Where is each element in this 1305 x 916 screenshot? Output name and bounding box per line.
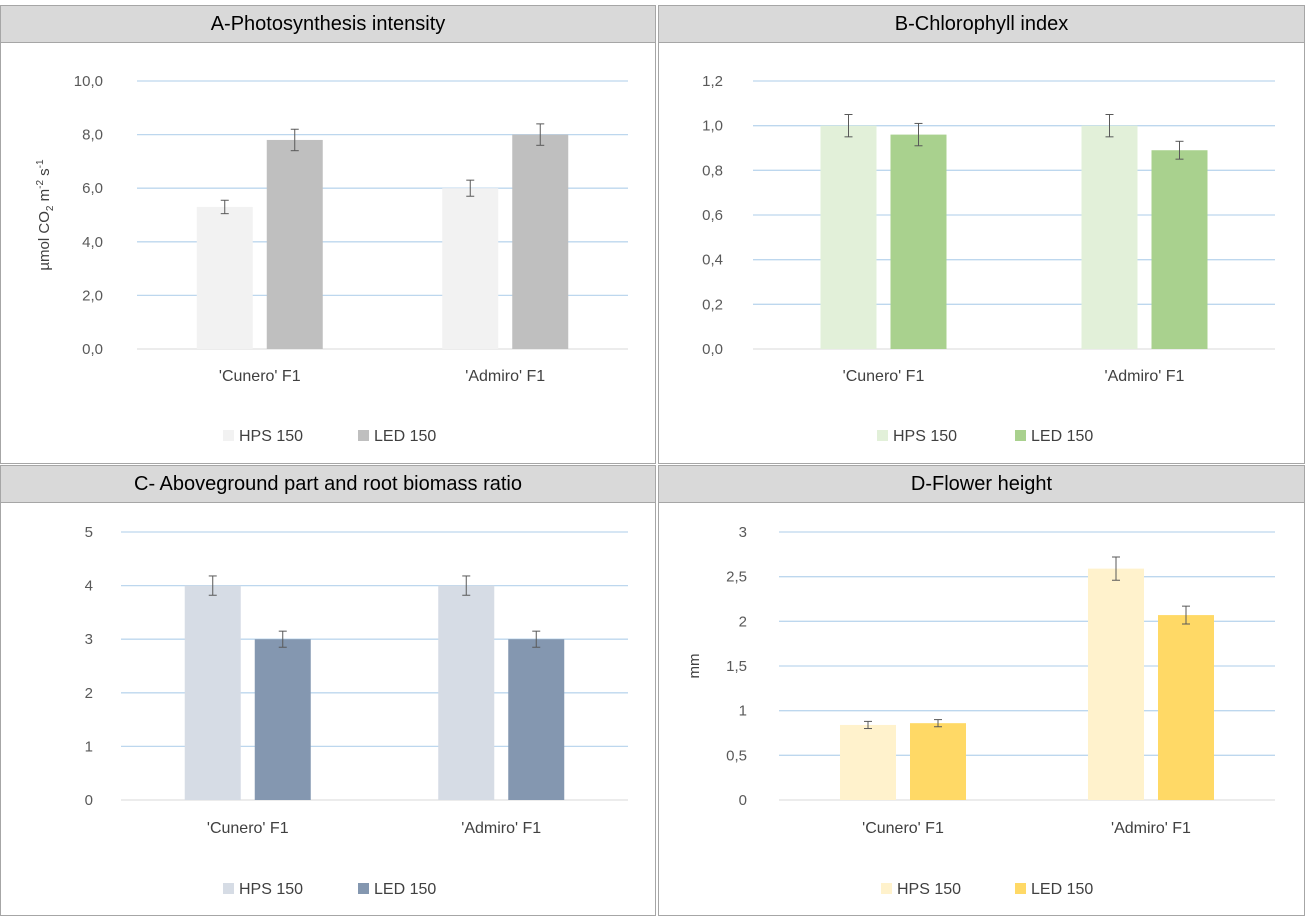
- bar: [1088, 568, 1144, 800]
- category-label: 'Cunero' F1: [219, 368, 301, 385]
- bar: [196, 206, 253, 349]
- bar: [840, 724, 896, 800]
- y-tick-label: 10,0: [74, 73, 103, 90]
- legend-swatch: [877, 430, 888, 441]
- y-tick-label: 3: [739, 524, 747, 541]
- chart-panel-photosynthesis: A-Photosynthesis intensity 0,0 2,0 4,0 6,0 8…: [0, 5, 656, 464]
- y-tick-label: 0,5: [726, 747, 747, 764]
- chart-title: A-Photosynthesis intensity: [1, 6, 655, 43]
- legend-swatch: [358, 430, 369, 441]
- y-axis-label-part: m: [36, 189, 53, 206]
- bar: [438, 585, 495, 800]
- y-tick-label: 6,0: [82, 180, 103, 197]
- chart-svg: 0 0,5 1 1,5 2 2,5 3 'Cunero' F1 'Admiro' F1 HPS 1…: [686, 524, 1275, 898]
- y-tick-label: 1,0: [702, 118, 723, 135]
- y-tick-label: 1: [85, 738, 93, 755]
- chart-panel-flower-height: D-Flower height 0 0,5 1 1,5 2 2,5 3 'Cunero' F1…: [658, 465, 1305, 916]
- y-tick-label: 0,0: [702, 341, 723, 358]
- bar: [1158, 615, 1214, 800]
- chart-title: D-Flower height: [659, 466, 1304, 503]
- legend-label: LED 150: [374, 881, 436, 898]
- y-tick-label: 4,0: [82, 234, 103, 251]
- y-tick-label: 0,4: [702, 252, 723, 269]
- bar: [1081, 125, 1138, 350]
- chart-svg: 0 1 2 3 4 5 'Cunero' F1 'Admiro' F1 HPS 150 LED 1…: [85, 524, 628, 898]
- y-axis-label-part: 2: [45, 205, 56, 211]
- bar: [512, 134, 569, 349]
- y-tick-label: 1,5: [726, 658, 747, 675]
- legend-label: HPS 150: [239, 428, 303, 445]
- y-tick-label: 8,0: [82, 127, 103, 144]
- chart-panel-biomass-ratio: C- Aboveground part and root biomass rat…: [0, 465, 656, 916]
- chart-title: C- Aboveground part and root biomass rat…: [1, 466, 655, 503]
- category-label: 'Admiro' F1: [1105, 368, 1185, 385]
- legend-swatch: [1015, 883, 1026, 894]
- y-tick-label: 5: [85, 524, 93, 541]
- y-tick-label: 0: [739, 792, 747, 809]
- y-axis-label-part: -2: [35, 180, 46, 189]
- bar: [254, 639, 311, 800]
- legend-label: LED 150: [1031, 428, 1093, 445]
- category-label: 'Admiro' F1: [1111, 820, 1191, 837]
- y-tick-label: 2: [739, 613, 747, 630]
- y-tick-label: 4: [85, 578, 93, 595]
- legend-label: HPS 150: [897, 881, 961, 898]
- chart-panel-chlorophyll: B-Chlorophyll index 0,0 0,2 0,4 0,6 0,8 1,0 1,…: [658, 5, 1305, 464]
- y-tick-label: 1,2: [702, 73, 723, 90]
- bar: [910, 723, 966, 800]
- bar: [820, 125, 877, 350]
- y-tick-label: 2,5: [726, 569, 747, 586]
- chart-svg: 0,0 2,0 4,0 6,0 8,0 10,0 'Cunero' F1 'Admiro' F…: [35, 73, 628, 445]
- category-label: 'Cunero' F1: [843, 368, 925, 385]
- y-axis-label: mm: [686, 654, 703, 679]
- category-label: 'Admiro' F1: [461, 820, 541, 837]
- legend-swatch: [223, 430, 234, 441]
- y-tick-label: 1: [739, 703, 747, 720]
- category-label: 'Admiro' F1: [465, 368, 545, 385]
- chart-title: B-Chlorophyll index: [659, 6, 1304, 43]
- chart-svg: 0,0 0,2 0,4 0,6 0,8 1,0 1,2 'Cunero' F1 'Admiro'…: [702, 73, 1275, 445]
- y-axis-label-part: µmol CO: [36, 211, 53, 270]
- y-tick-label: 0,8: [702, 162, 723, 179]
- legend-label: LED 150: [1031, 881, 1093, 898]
- y-tick-label: 2,0: [82, 287, 103, 304]
- bar: [266, 139, 323, 349]
- y-tick-label: 0,6: [702, 207, 723, 224]
- legend-swatch: [881, 883, 892, 894]
- bar: [1151, 150, 1208, 349]
- legend-label: HPS 150: [239, 881, 303, 898]
- bar: [890, 134, 947, 349]
- legend-swatch: [1015, 430, 1026, 441]
- y-tick-label: 0,2: [702, 296, 723, 313]
- y-axis-label: µmol CO2 m-2 s-1: [35, 159, 56, 271]
- bar: [508, 639, 565, 800]
- legend-label: HPS 150: [893, 428, 957, 445]
- legend-swatch: [223, 883, 234, 894]
- y-tick-label: 0,0: [82, 341, 103, 358]
- y-tick-label: 0: [85, 792, 93, 809]
- category-label: 'Cunero' F1: [207, 820, 289, 837]
- bar: [442, 188, 499, 349]
- y-axis-label-part: -1: [35, 159, 46, 168]
- y-tick-label: 3: [85, 631, 93, 648]
- category-label: 'Cunero' F1: [862, 820, 944, 837]
- legend-swatch: [358, 883, 369, 894]
- legend-label: LED 150: [374, 428, 436, 445]
- y-axis-label-part: s: [36, 168, 53, 180]
- y-tick-label: 2: [85, 685, 93, 702]
- bar: [184, 585, 241, 800]
